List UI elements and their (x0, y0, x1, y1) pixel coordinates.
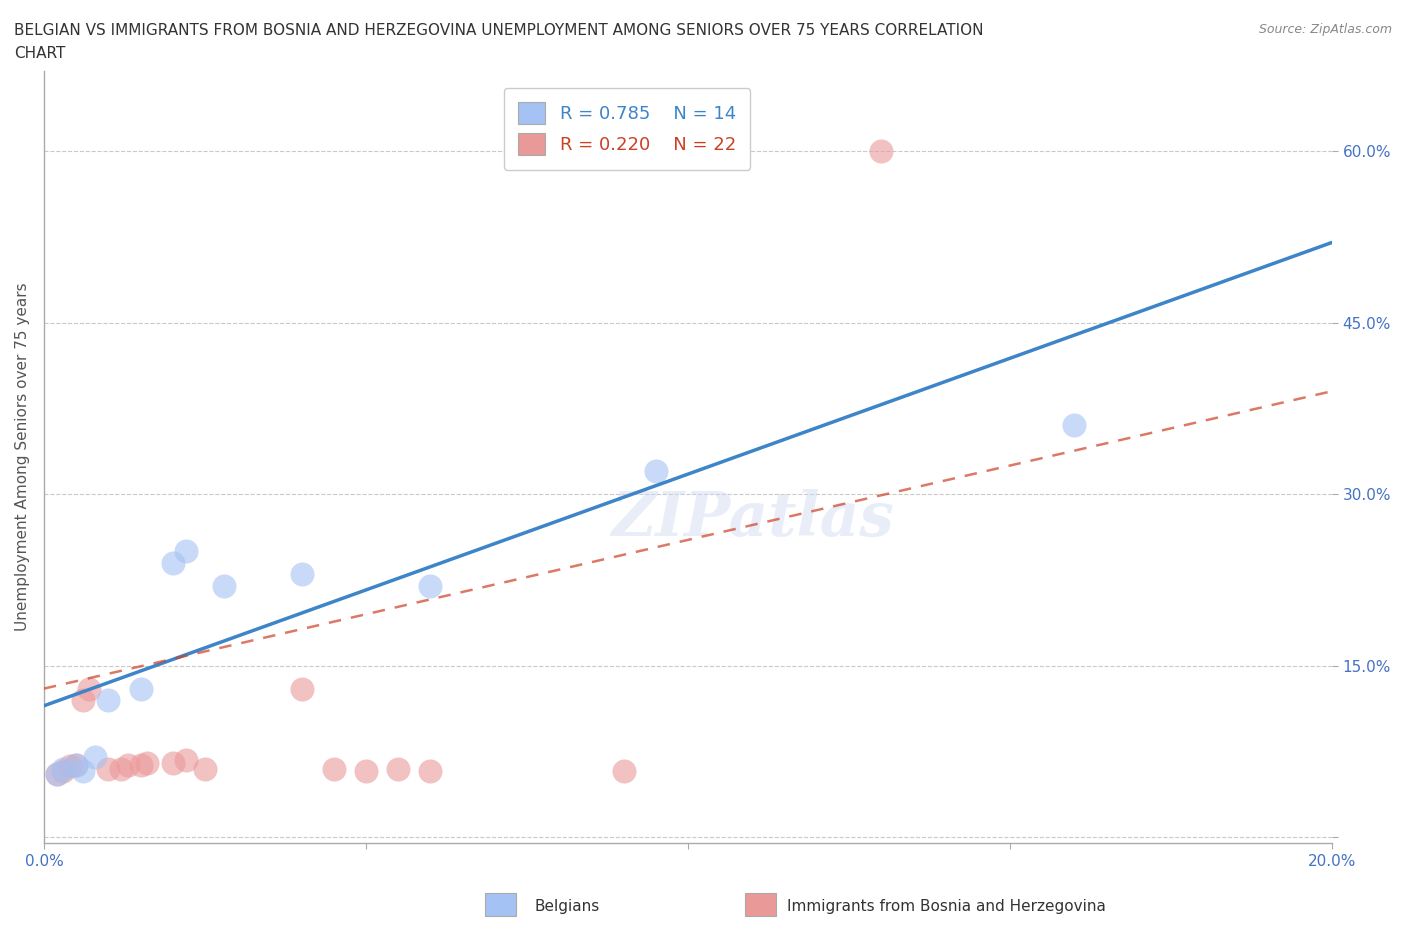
Point (65, 758, 87, 773)
Point (419, 764, 441, 778)
Point (97, 693, 120, 708)
Text: BELGIAN VS IMMIGRANTS FROM BOSNIA AND HERZEGOVINA UNEMPLOYMENT AMONG SENIORS OVE: BELGIAN VS IMMIGRANTS FROM BOSNIA AND HE… (14, 23, 984, 38)
Point (72, 693, 94, 708)
Point (97, 762, 120, 777)
Text: Immigrants from Bosnia and Herzegovina: Immigrants from Bosnia and Herzegovina (787, 899, 1107, 914)
Point (174, 544, 197, 559)
Point (84, 750, 107, 764)
Point (45, 767, 67, 782)
Point (194, 762, 217, 777)
Point (52, 762, 75, 777)
Text: Belgians: Belgians (534, 899, 599, 914)
Point (129, 681, 152, 696)
Point (136, 755, 159, 770)
Point (354, 764, 377, 778)
Point (174, 752, 197, 767)
Text: ZIPatlas: ZIPatlas (612, 489, 894, 549)
Point (387, 762, 409, 777)
Point (52, 764, 75, 778)
Point (1063, 418, 1085, 433)
Point (322, 762, 344, 777)
Point (290, 681, 312, 696)
Point (212, 578, 235, 593)
Legend: R = 0.785    N = 14, R = 0.220    N = 22: R = 0.785 N = 14, R = 0.220 N = 22 (503, 87, 751, 169)
Point (676, 143, 699, 158)
Point (65, 758, 87, 773)
Point (419, 578, 441, 593)
Text: Source: ZipAtlas.com: Source: ZipAtlas.com (1258, 23, 1392, 36)
Text: CHART: CHART (14, 46, 66, 61)
Y-axis label: Unemployment Among Seniors over 75 years: Unemployment Among Seniors over 75 years (15, 283, 30, 631)
Bar (745, 893, 776, 916)
Point (613, 764, 636, 778)
Point (290, 566, 312, 581)
Point (59, 759, 82, 774)
Point (129, 758, 152, 773)
Point (45, 767, 67, 782)
Point (870, 143, 893, 158)
Point (162, 755, 184, 770)
Bar (485, 893, 516, 916)
Point (72, 764, 94, 778)
Point (117, 758, 139, 773)
Point (162, 555, 184, 570)
Point (77, 681, 100, 696)
Point (644, 464, 666, 479)
Point (110, 762, 132, 777)
